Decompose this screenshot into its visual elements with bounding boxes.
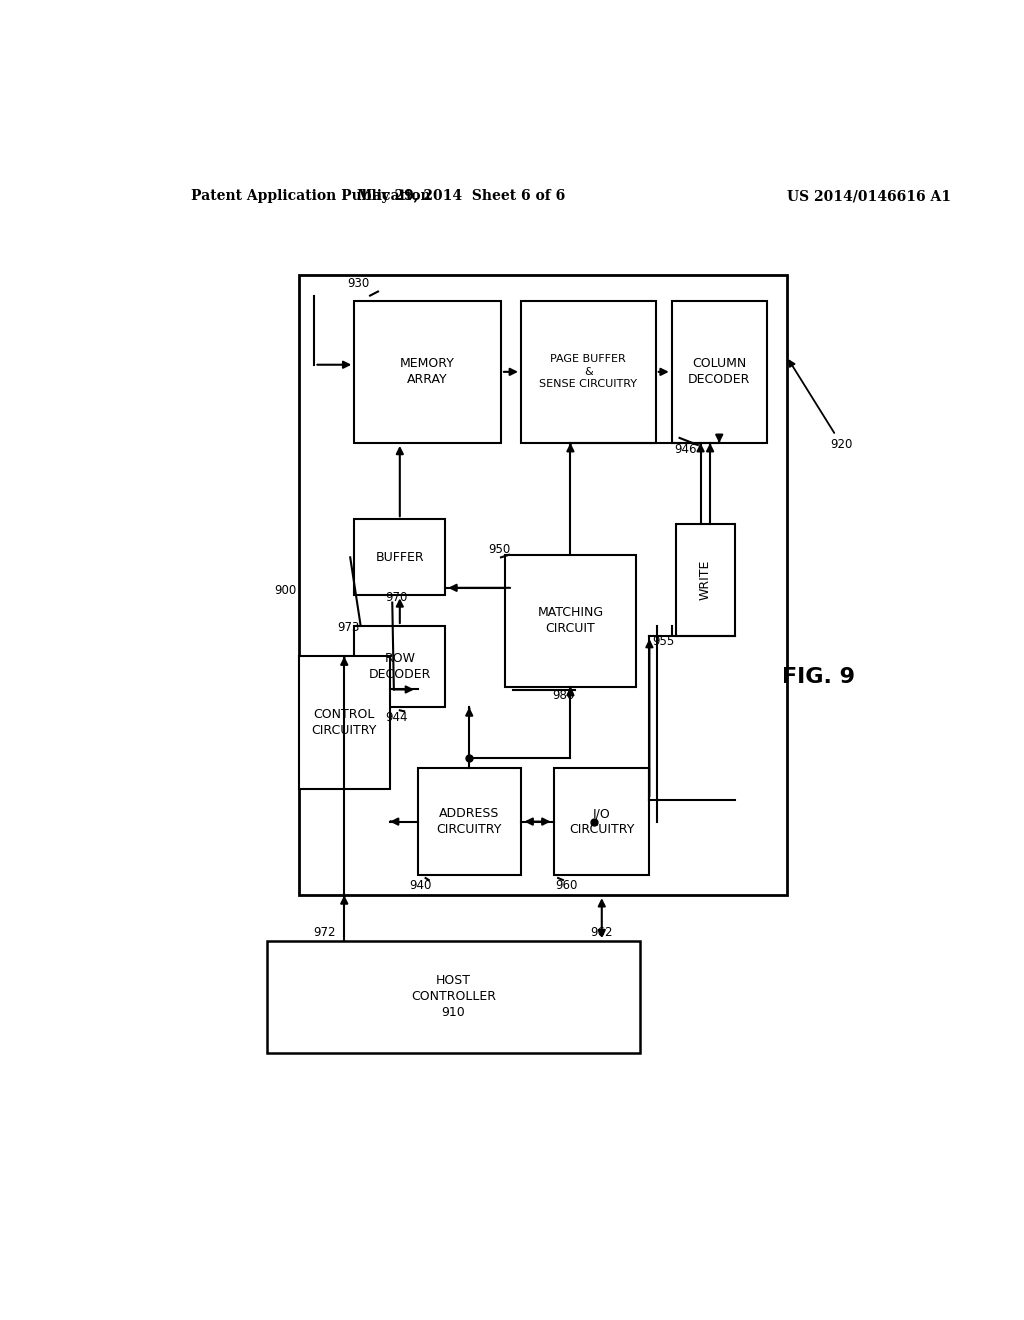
FancyBboxPatch shape	[672, 301, 767, 444]
FancyBboxPatch shape	[418, 768, 521, 875]
FancyBboxPatch shape	[354, 301, 501, 444]
Text: WRITE: WRITE	[698, 560, 712, 601]
Text: PAGE BUFFER
&
SENSE CIRCUITRY: PAGE BUFFER & SENSE CIRCUITRY	[540, 355, 637, 389]
Text: 946: 946	[675, 442, 697, 455]
Text: COLUMN
DECODER: COLUMN DECODER	[688, 358, 751, 387]
Text: ROW
DECODER: ROW DECODER	[369, 652, 431, 681]
Text: BUFFER: BUFFER	[376, 550, 424, 564]
FancyBboxPatch shape	[554, 768, 649, 875]
Text: 972: 972	[313, 927, 336, 940]
Text: FIG. 9: FIG. 9	[782, 667, 855, 686]
Text: Patent Application Publication: Patent Application Publication	[191, 189, 431, 203]
Text: 950: 950	[488, 544, 511, 556]
Text: ADDRESS
CIRCUITRY: ADDRESS CIRCUITRY	[436, 807, 502, 836]
Text: 900: 900	[274, 583, 296, 597]
FancyBboxPatch shape	[354, 519, 445, 595]
FancyBboxPatch shape	[676, 524, 735, 636]
FancyBboxPatch shape	[505, 554, 636, 686]
FancyBboxPatch shape	[299, 656, 390, 788]
Text: MATCHING
CIRCUIT: MATCHING CIRCUIT	[538, 606, 603, 635]
Text: 955: 955	[652, 635, 675, 648]
Text: 973: 973	[338, 622, 359, 635]
Text: 960: 960	[556, 879, 579, 891]
Text: 930: 930	[347, 277, 370, 290]
Text: 920: 920	[790, 360, 853, 451]
Text: US 2014/0146616 A1: US 2014/0146616 A1	[786, 189, 950, 203]
Text: MEMORY
ARRAY: MEMORY ARRAY	[400, 358, 455, 387]
Text: CONTROL
CIRCUITRY: CONTROL CIRCUITRY	[311, 708, 377, 737]
FancyBboxPatch shape	[267, 941, 640, 1053]
Text: HOST
CONTROLLER
910: HOST CONTROLLER 910	[411, 974, 496, 1019]
Text: 980: 980	[552, 689, 574, 701]
Text: I/O
CIRCUITRY: I/O CIRCUITRY	[569, 807, 635, 836]
Text: 970: 970	[385, 591, 408, 605]
Text: 944: 944	[385, 711, 408, 723]
FancyBboxPatch shape	[299, 276, 786, 895]
Text: 962: 962	[591, 927, 613, 940]
Text: May 29, 2014  Sheet 6 of 6: May 29, 2014 Sheet 6 of 6	[357, 189, 565, 203]
FancyBboxPatch shape	[354, 626, 445, 708]
FancyBboxPatch shape	[521, 301, 655, 444]
Text: 940: 940	[410, 879, 432, 891]
